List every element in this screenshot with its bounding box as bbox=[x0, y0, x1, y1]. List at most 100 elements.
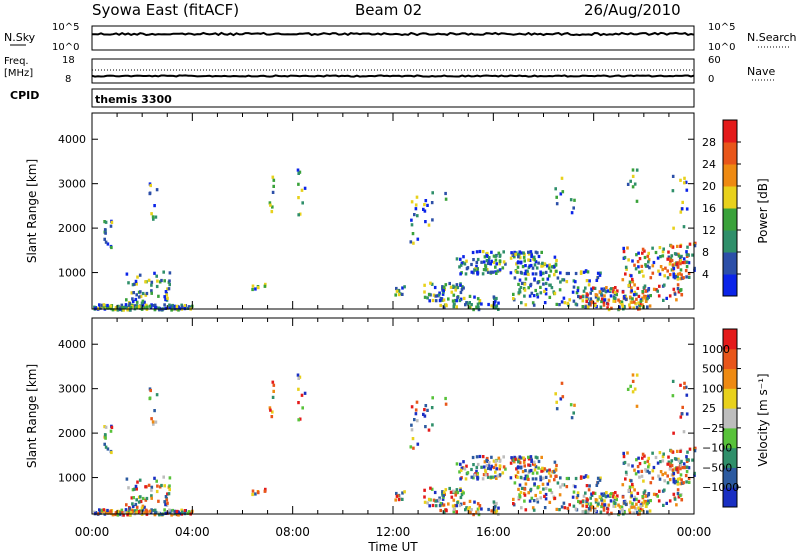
heatmap-cell bbox=[444, 402, 448, 406]
heatmap-cell bbox=[110, 245, 113, 250]
heatmap-cell bbox=[158, 308, 161, 312]
heatmap-cell bbox=[599, 271, 602, 275]
heatmap-cell bbox=[602, 505, 606, 509]
heatmap-cell bbox=[624, 265, 628, 269]
heatmap-cell bbox=[657, 294, 661, 298]
heatmap-cell bbox=[542, 487, 545, 491]
freq-panel-frame bbox=[91, 58, 695, 84]
heatmap-cell bbox=[456, 285, 460, 290]
heatmap-cell bbox=[647, 251, 650, 255]
heatmap-cell bbox=[130, 496, 134, 500]
heatmap-cell bbox=[155, 274, 158, 278]
heatmap-cell bbox=[135, 505, 139, 509]
heatmap-cell bbox=[642, 286, 646, 290]
heatmap-cell bbox=[487, 256, 491, 260]
heatmap-cell bbox=[632, 306, 635, 310]
heatmap-cell bbox=[516, 270, 519, 274]
heatmap-cell bbox=[493, 300, 497, 304]
heatmap-cell bbox=[656, 494, 659, 498]
heatmap-cell bbox=[594, 508, 597, 513]
heatmap-cell bbox=[465, 464, 468, 468]
velocity-y-axis-label: Slant Range [km] bbox=[25, 364, 39, 468]
heatmap-cell bbox=[455, 283, 459, 287]
heatmap-cell bbox=[515, 467, 518, 471]
heatmap-cell bbox=[522, 491, 526, 496]
heatmap-cell bbox=[568, 298, 571, 302]
heatmap-cell bbox=[633, 283, 636, 287]
heatmap-cell bbox=[498, 262, 501, 266]
heatmap-cell bbox=[546, 277, 550, 281]
heatmap-cell bbox=[520, 486, 524, 490]
heatmap-cell bbox=[167, 287, 171, 291]
heatmap-cell bbox=[676, 274, 679, 278]
heatmap-cell bbox=[569, 198, 573, 202]
heatmap-cell bbox=[476, 477, 479, 481]
heatmap-cell bbox=[679, 259, 683, 263]
heatmap-cell bbox=[627, 489, 630, 493]
heatmap-cell bbox=[626, 451, 629, 455]
heatmap-cell bbox=[300, 393, 304, 397]
heatmap-cell bbox=[103, 425, 106, 429]
x-tick-label: 20:00 bbox=[576, 525, 611, 539]
colorbar-segment bbox=[723, 329, 737, 350]
heatmap-cell bbox=[633, 263, 636, 267]
time-axis-label: Time UT bbox=[367, 540, 418, 554]
heatmap-cell bbox=[534, 455, 538, 459]
heatmap-cell bbox=[586, 270, 590, 274]
heatmap-cell bbox=[586, 293, 589, 297]
heatmap-cell bbox=[395, 491, 398, 496]
heatmap-cell bbox=[556, 481, 560, 485]
heatmap-cell bbox=[495, 476, 498, 480]
heatmap-cell bbox=[472, 258, 475, 262]
heatmap-cell bbox=[455, 305, 458, 309]
colorbar-segment bbox=[723, 230, 737, 253]
heatmap-cell bbox=[135, 282, 138, 286]
heatmap-cell bbox=[171, 306, 175, 310]
cpid-panel: CPID themis 3300 bbox=[10, 88, 695, 108]
heatmap-cell bbox=[527, 455, 530, 459]
heatmap-cell bbox=[116, 513, 120, 517]
heatmap-cell bbox=[519, 466, 523, 470]
heatmap-cell bbox=[671, 468, 675, 472]
heatmap-cell bbox=[680, 273, 683, 277]
heatmap-cell bbox=[627, 463, 630, 467]
heatmap-cell bbox=[518, 455, 522, 459]
heatmap-cell bbox=[630, 286, 633, 290]
y-tick-label: 3000 bbox=[58, 178, 86, 191]
heatmap-cell bbox=[609, 492, 613, 496]
heatmap-cell bbox=[137, 509, 141, 514]
heatmap-cell bbox=[576, 289, 580, 293]
heatmap-cell bbox=[121, 511, 124, 515]
heatmap-cell bbox=[575, 291, 579, 295]
heatmap-cell bbox=[586, 510, 590, 514]
heatmap-cell bbox=[401, 497, 404, 501]
heatmap-cell bbox=[624, 502, 628, 507]
heatmap-cell bbox=[673, 252, 677, 256]
heatmap-cell bbox=[160, 278, 163, 283]
heatmap-cell bbox=[152, 509, 156, 513]
heatmap-cell bbox=[518, 288, 521, 292]
heatmap-cell bbox=[548, 468, 551, 472]
heatmap-cell bbox=[616, 289, 619, 293]
heatmap-cell bbox=[558, 288, 562, 292]
heatmap-cell bbox=[637, 456, 640, 460]
heatmap-cell bbox=[679, 482, 683, 486]
heatmap-cell bbox=[634, 472, 638, 476]
heatmap-cell bbox=[470, 270, 474, 274]
heatmap-cell bbox=[648, 304, 652, 308]
heatmap-cell bbox=[498, 260, 502, 264]
heatmap-cell bbox=[129, 306, 133, 310]
heatmap-cell bbox=[481, 272, 485, 276]
colorbar-tick-label: 25 bbox=[702, 402, 716, 415]
noise-right-label: N.Search bbox=[747, 31, 797, 44]
heatmap-cell bbox=[633, 182, 637, 186]
heatmap-cell bbox=[153, 409, 156, 413]
heatmap-cell bbox=[691, 458, 694, 462]
heatmap-cell bbox=[423, 408, 426, 412]
heatmap-cell bbox=[642, 479, 645, 483]
heatmap-cell bbox=[455, 488, 459, 492]
heatmap-cell bbox=[685, 188, 689, 192]
heatmap-cell bbox=[134, 279, 138, 283]
